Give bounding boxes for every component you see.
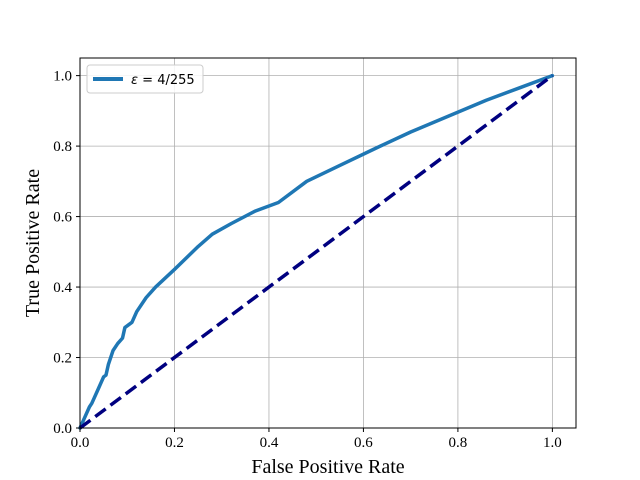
y-tick-label-0: 0.0 xyxy=(53,421,72,437)
x-tick-label-2: 0.4 xyxy=(260,435,279,451)
legend-symbol: ε xyxy=(131,73,138,88)
roc-curve-line xyxy=(78,73,555,430)
x-tick-label-4: 0.8 xyxy=(449,435,468,451)
legend-label: ε = 4/255 xyxy=(131,73,195,88)
y-tick-label-3: 0.6 xyxy=(53,210,72,226)
y-tick-label-5: 1.0 xyxy=(53,69,72,85)
x-tick-label-3: 0.6 xyxy=(354,435,373,451)
series-group xyxy=(78,73,555,430)
ticks-group: 0.0 0.2 0.4 0.6 0.8 1.0 0.0 0.2 0.4 0.6 0.8 1.0 xyxy=(53,69,562,451)
grid xyxy=(79,58,576,429)
x-tick-label-5: 1.0 xyxy=(543,435,562,451)
legend-box xyxy=(86,64,204,94)
y-tick-label-2: 0.4 xyxy=(53,280,72,296)
x-tick-label-0: 0.0 xyxy=(71,435,90,451)
y-axis-label: True Positive Rate xyxy=(22,169,44,317)
x-tick-label-1: 0.2 xyxy=(165,435,184,451)
chance-line xyxy=(78,74,554,430)
y-tick-label-1: 0.2 xyxy=(53,351,72,367)
legend-label-rest: = 4/255 xyxy=(138,73,195,88)
x-axis-label: False Positive Rate xyxy=(251,456,404,478)
y-tick-label-4: 0.8 xyxy=(53,139,72,155)
plot-frame xyxy=(79,57,577,429)
legend: ε = 4/255 xyxy=(86,64,204,94)
